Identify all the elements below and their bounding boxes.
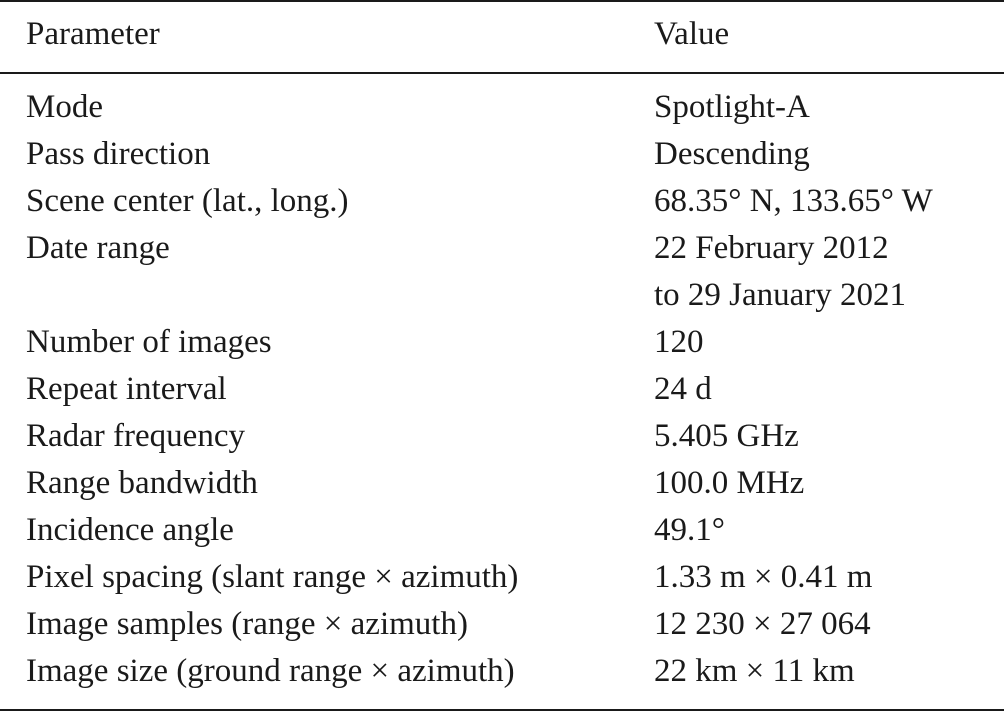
- table-header-row: Parameter Value: [0, 11, 1004, 59]
- top-rule: [0, 0, 1004, 2]
- table-row: Image size (ground range × azimuth) 22 k…: [0, 648, 1004, 695]
- value-cell: to 29 January 2021: [654, 277, 907, 313]
- table-row: Image samples (range × azimuth) 12 230 ×…: [0, 601, 1004, 648]
- value-cell: 100.0 MHz: [654, 465, 805, 501]
- value-cell: 5.405 GHz: [654, 418, 799, 454]
- value-cell: 120: [654, 324, 704, 360]
- parameter-cell: Radar frequency: [26, 418, 245, 454]
- parameter-cell: Number of images: [26, 324, 272, 360]
- header-value: Value: [654, 16, 730, 52]
- parameter-cell: Image size (ground range × azimuth): [26, 653, 515, 689]
- table-row: Mode Spotlight-A: [0, 84, 1004, 131]
- value-cell: Spotlight-A: [654, 89, 810, 125]
- table-row: Radar frequency 5.405 GHz: [0, 413, 1004, 460]
- table-row: Pixel spacing (slant range × azimuth) 1.…: [0, 554, 1004, 601]
- table-row: Date range 22 February 2012: [0, 225, 1004, 272]
- value-cell: 22 km × 11 km: [654, 653, 855, 689]
- table-row: Range bandwidth 100.0 MHz: [0, 460, 1004, 507]
- parameter-cell: Pass direction: [26, 136, 211, 172]
- table-row: Scene center (lat., long.) 68.35° N, 133…: [0, 178, 1004, 225]
- parameter-cell: Image samples (range × azimuth): [26, 606, 468, 642]
- parameter-cell: Incidence angle: [26, 512, 234, 548]
- table-row: Incidence angle 49.1°: [0, 507, 1004, 554]
- parameter-cell: Scene center (lat., long.): [26, 183, 349, 219]
- value-cell: 22 February 2012: [654, 230, 889, 266]
- parameter-cell: Pixel spacing (slant range × azimuth): [26, 559, 519, 595]
- table-row: Number of images 120: [0, 319, 1004, 366]
- value-cell: 49.1°: [654, 512, 725, 548]
- bottom-rule: [0, 709, 1004, 711]
- value-cell: 24 d: [654, 371, 712, 407]
- value-cell: 12 230 × 27 064: [654, 606, 871, 642]
- table-row: to 29 January 2021: [0, 272, 1004, 319]
- value-cell: Descending: [654, 136, 810, 172]
- table-row: Repeat interval 24 d: [0, 366, 1004, 413]
- table-row: Pass direction Descending: [0, 131, 1004, 178]
- value-cell: 1.33 m × 0.41 m: [654, 559, 873, 595]
- header-rule: [0, 72, 1004, 74]
- table-body: Mode Spotlight-A Pass direction Descendi…: [0, 84, 1004, 695]
- parameter-cell: Date range: [26, 230, 170, 266]
- parameter-cell: Repeat interval: [26, 371, 227, 407]
- value-cell: 68.35° N, 133.65° W: [654, 183, 933, 219]
- header-parameter: Parameter: [26, 16, 160, 52]
- parameter-cell: Mode: [26, 89, 103, 125]
- parameter-cell: Range bandwidth: [26, 465, 258, 501]
